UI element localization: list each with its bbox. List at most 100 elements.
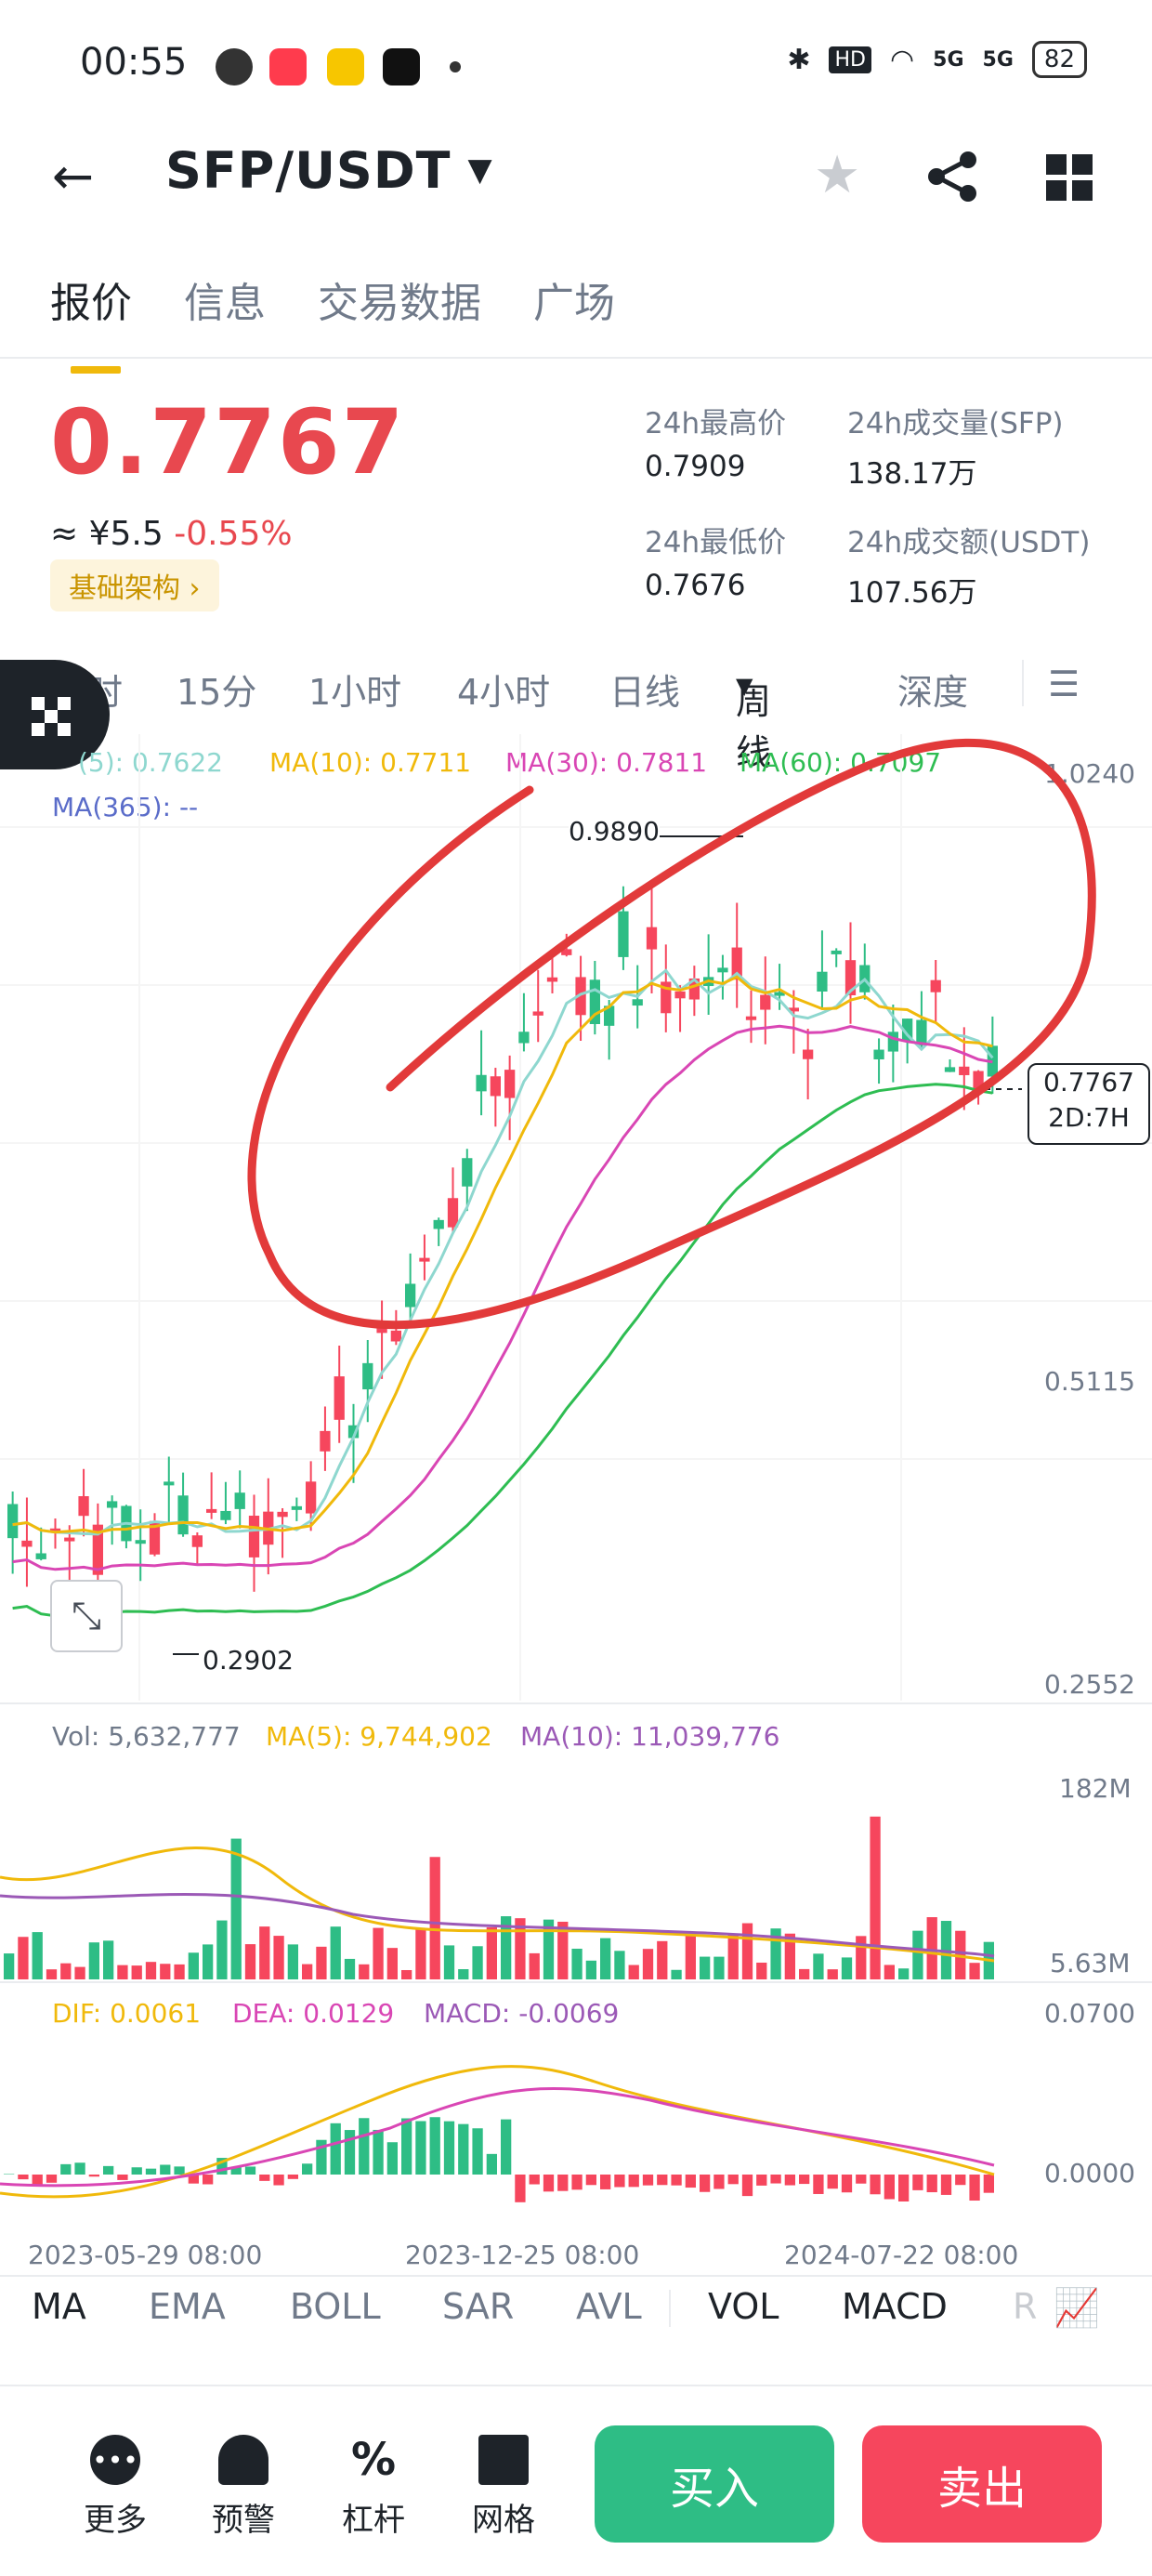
macd-bar xyxy=(230,2166,242,2175)
tab-square[interactable]: 广场 xyxy=(533,280,615,327)
indicator-vol[interactable]: VOL xyxy=(708,2286,779,2327)
volume-bar xyxy=(856,1936,867,1979)
interval-item[interactable]: 15分 xyxy=(177,672,257,713)
more-label: 更多 xyxy=(84,2502,147,2539)
chevron-down-icon: ▼ xyxy=(467,151,493,189)
indicator-r[interactable]: R xyxy=(1013,2286,1038,2327)
grid-icon[interactable] xyxy=(1046,154,1093,201)
qr-float-button[interactable] xyxy=(0,660,110,769)
share-icon[interactable] xyxy=(925,149,981,204)
interval-item[interactable]: 4小时 xyxy=(457,672,551,713)
macd-bar xyxy=(486,2153,497,2175)
indicator-ema[interactable]: EMA xyxy=(149,2286,226,2327)
vol-axis-bottom: 5.63M xyxy=(1050,1948,1131,1978)
candle-body xyxy=(107,1501,118,1508)
indicator-macd[interactable]: MACD xyxy=(842,2286,948,2327)
category-tag[interactable]: 基础架构 › xyxy=(50,559,219,611)
low-value: 0.7676 xyxy=(645,569,746,602)
candle-body xyxy=(433,1219,444,1229)
macd-bar xyxy=(529,2175,540,2185)
tab-info[interactable]: 信息 xyxy=(184,280,266,327)
tab-quote[interactable]: 报价 xyxy=(50,269,132,374)
sell-button[interactable]: 卖出 xyxy=(862,2425,1102,2543)
macd-bar xyxy=(188,2175,199,2184)
indicator-bar: MA EMA BOLL SAR AVL VOL MACD R 📈 xyxy=(0,2269,1152,2344)
candle-body xyxy=(604,1005,615,1026)
divider xyxy=(669,2290,671,2327)
candle-body xyxy=(717,967,728,973)
macd-bar xyxy=(117,2175,128,2180)
ma30-label: MA(30): 0.7811 xyxy=(505,747,708,778)
volume-bar xyxy=(727,1934,739,1979)
volume-label: 24h成交量(SFP) xyxy=(847,407,1064,440)
qr-icon xyxy=(32,697,71,736)
volume-bar xyxy=(18,1937,29,1979)
leverage-button[interactable]: % 杠杆 xyxy=(318,2435,429,2540)
tiktok-icon xyxy=(383,48,420,85)
grid-button[interactable]: 网格 xyxy=(448,2435,559,2540)
page-title[interactable]: SFP/USDT ▼ xyxy=(165,141,493,200)
macd-bar xyxy=(642,2175,654,2186)
countdown-value: 2D:7H xyxy=(1048,1102,1130,1133)
macd-bar xyxy=(259,2175,270,2181)
interval-item[interactable]: 深度 xyxy=(897,672,969,713)
macd-bar xyxy=(870,2175,881,2195)
candle-body xyxy=(462,1158,473,1187)
macd-bar xyxy=(145,2168,157,2175)
macd-bar xyxy=(884,2175,895,2200)
bell-icon xyxy=(218,2435,268,2485)
volume-bar xyxy=(628,1965,639,1979)
star-icon[interactable]: ★ xyxy=(814,145,861,205)
volume-bar xyxy=(401,1969,412,1979)
alert-button[interactable]: 预警 xyxy=(188,2435,299,2540)
candle-body xyxy=(803,1049,814,1059)
macd-bar xyxy=(827,2175,838,2189)
volume-bar xyxy=(884,1965,895,1979)
volume-bar xyxy=(429,1857,440,1979)
indicator-avl[interactable]: AVL xyxy=(576,2286,642,2327)
candle-body xyxy=(959,1066,970,1075)
candle-body xyxy=(405,1283,416,1308)
candle-body xyxy=(306,1481,317,1514)
chart-settings-icon[interactable]: 📈 xyxy=(1054,2287,1100,2330)
indicator-sar[interactable]: SAR xyxy=(442,2286,515,2327)
volume-bar xyxy=(543,1919,555,1979)
macd-bar xyxy=(359,2118,370,2175)
candle-body xyxy=(234,1492,245,1509)
volume-bar xyxy=(898,1968,910,1979)
candlestick-chart[interactable] xyxy=(0,734,1152,1701)
volume-bar xyxy=(131,1965,142,1979)
candle-body xyxy=(731,947,742,980)
more-button[interactable]: ••• 更多 xyxy=(59,2435,171,2540)
tab-trading-data[interactable]: 交易数据 xyxy=(318,280,481,327)
macd-bar xyxy=(18,2175,29,2180)
divider xyxy=(1022,660,1024,706)
bluetooth-icon: ✱ xyxy=(787,43,811,76)
indicator-boll[interactable]: BOLL xyxy=(290,2286,381,2327)
candle-body xyxy=(334,1376,345,1420)
macd-bar xyxy=(472,2128,483,2175)
indicator-ma[interactable]: MA xyxy=(32,2286,86,2327)
macd-bar xyxy=(543,2175,555,2192)
interval-bar: 时 15分 1小时 4小时 日线 周线 ▼ 深度 ☰ xyxy=(0,654,1152,773)
tab-bar: 报价 信息 交易数据 广场 xyxy=(50,269,615,374)
macd-bar xyxy=(386,2142,398,2175)
macd-bar xyxy=(273,2175,284,2186)
interval-item[interactable]: 日线 xyxy=(609,672,681,713)
volume-bar xyxy=(700,1956,711,1979)
settings-icon[interactable]: ☰ xyxy=(1048,664,1080,704)
buy-button[interactable]: 买入 xyxy=(595,2425,834,2543)
volume-bar xyxy=(32,1932,43,1979)
volume-bar xyxy=(244,1944,256,1979)
candle-body xyxy=(7,1504,19,1539)
volume-bar xyxy=(912,1930,923,1979)
expand-icon[interactable]: ⤡ xyxy=(50,1580,123,1652)
mail-icon xyxy=(327,48,364,85)
macd-bar xyxy=(401,2118,412,2175)
divider xyxy=(0,1702,1152,1704)
interval-item[interactable]: 1小时 xyxy=(308,672,402,713)
back-icon[interactable]: ← xyxy=(52,147,95,205)
candle-body xyxy=(916,1019,927,1045)
volume-bar xyxy=(784,1933,795,1979)
leverage-label: 杠杆 xyxy=(342,2502,405,2539)
